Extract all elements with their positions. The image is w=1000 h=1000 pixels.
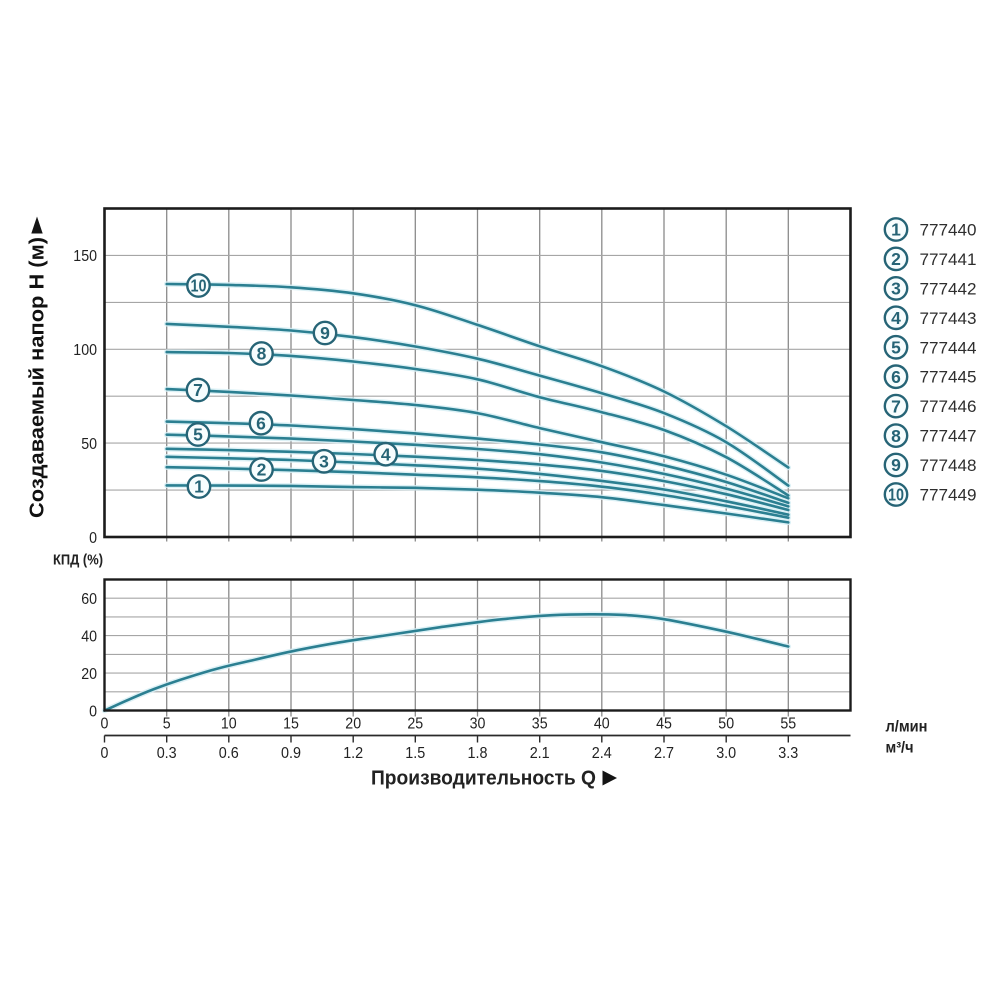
svg-text:2: 2: [257, 460, 267, 480]
svg-text:0.6: 0.6: [219, 745, 239, 762]
svg-text:40: 40: [594, 716, 610, 733]
svg-text:100: 100: [73, 342, 97, 359]
svg-text:7: 7: [193, 380, 203, 400]
svg-text:0: 0: [89, 530, 97, 547]
svg-text:1: 1: [891, 220, 901, 240]
svg-text:25: 25: [407, 716, 423, 733]
svg-text:20: 20: [345, 716, 361, 733]
svg-text:50: 50: [718, 716, 734, 733]
svg-text:55: 55: [780, 716, 796, 733]
svg-text:3: 3: [319, 452, 329, 472]
svg-text:777448: 777448: [920, 456, 977, 475]
svg-text:9: 9: [891, 455, 901, 475]
svg-text:7: 7: [891, 396, 901, 416]
svg-text:м³/ч: м³/ч: [886, 740, 914, 757]
svg-text:150: 150: [73, 248, 97, 265]
svg-text:8: 8: [891, 426, 901, 446]
svg-text:40: 40: [81, 628, 97, 645]
svg-text:20: 20: [81, 666, 97, 683]
svg-text:4: 4: [891, 308, 901, 328]
svg-text:2.1: 2.1: [530, 745, 550, 762]
svg-text:3.3: 3.3: [778, 745, 798, 762]
svg-text:0.3: 0.3: [157, 745, 177, 762]
svg-text:60: 60: [81, 591, 97, 608]
svg-text:1.2: 1.2: [343, 745, 363, 762]
svg-text:0: 0: [101, 716, 109, 733]
svg-text:5: 5: [163, 716, 171, 733]
svg-text:5: 5: [891, 338, 901, 358]
svg-text:8: 8: [257, 344, 267, 364]
svg-text:777445: 777445: [920, 368, 977, 387]
svg-text:л/мин: л/мин: [886, 719, 928, 736]
svg-text:10: 10: [191, 276, 207, 296]
svg-text:10: 10: [888, 485, 904, 505]
svg-text:9: 9: [320, 323, 330, 343]
svg-text:777443: 777443: [920, 309, 977, 328]
svg-text:777441: 777441: [920, 250, 977, 269]
svg-text:1.5: 1.5: [405, 745, 425, 762]
svg-text:1.8: 1.8: [468, 745, 488, 762]
svg-text:777440: 777440: [920, 221, 977, 240]
svg-text:30: 30: [470, 716, 486, 733]
svg-text:0.9: 0.9: [281, 745, 301, 762]
svg-text:0: 0: [89, 703, 97, 720]
svg-text:10: 10: [221, 716, 237, 733]
svg-text:15: 15: [283, 716, 299, 733]
svg-text:777444: 777444: [920, 338, 977, 357]
svg-text:5: 5: [193, 425, 203, 445]
svg-text:2.4: 2.4: [592, 745, 612, 762]
svg-text:3: 3: [891, 279, 901, 299]
svg-text:КПД (%): КПД (%): [53, 553, 103, 569]
svg-text:Создаваемый напор H (м): Создаваемый напор H (м): [26, 237, 49, 518]
svg-text:50: 50: [81, 436, 97, 453]
svg-text:6: 6: [256, 413, 266, 433]
svg-text:45: 45: [656, 716, 672, 733]
svg-text:3.0: 3.0: [716, 745, 736, 762]
svg-text:0: 0: [101, 745, 109, 762]
svg-text:6: 6: [891, 367, 901, 387]
svg-text:Производительность Q: Производительность Q: [371, 768, 596, 790]
svg-text:1: 1: [194, 477, 204, 497]
svg-text:777446: 777446: [920, 397, 977, 416]
svg-text:2: 2: [891, 249, 901, 269]
svg-text:777442: 777442: [920, 279, 977, 298]
svg-text:777447: 777447: [920, 427, 977, 446]
svg-text:2.7: 2.7: [654, 745, 674, 762]
svg-text:35: 35: [532, 716, 548, 733]
svg-text:777449: 777449: [920, 486, 977, 505]
svg-text:4: 4: [381, 444, 391, 464]
